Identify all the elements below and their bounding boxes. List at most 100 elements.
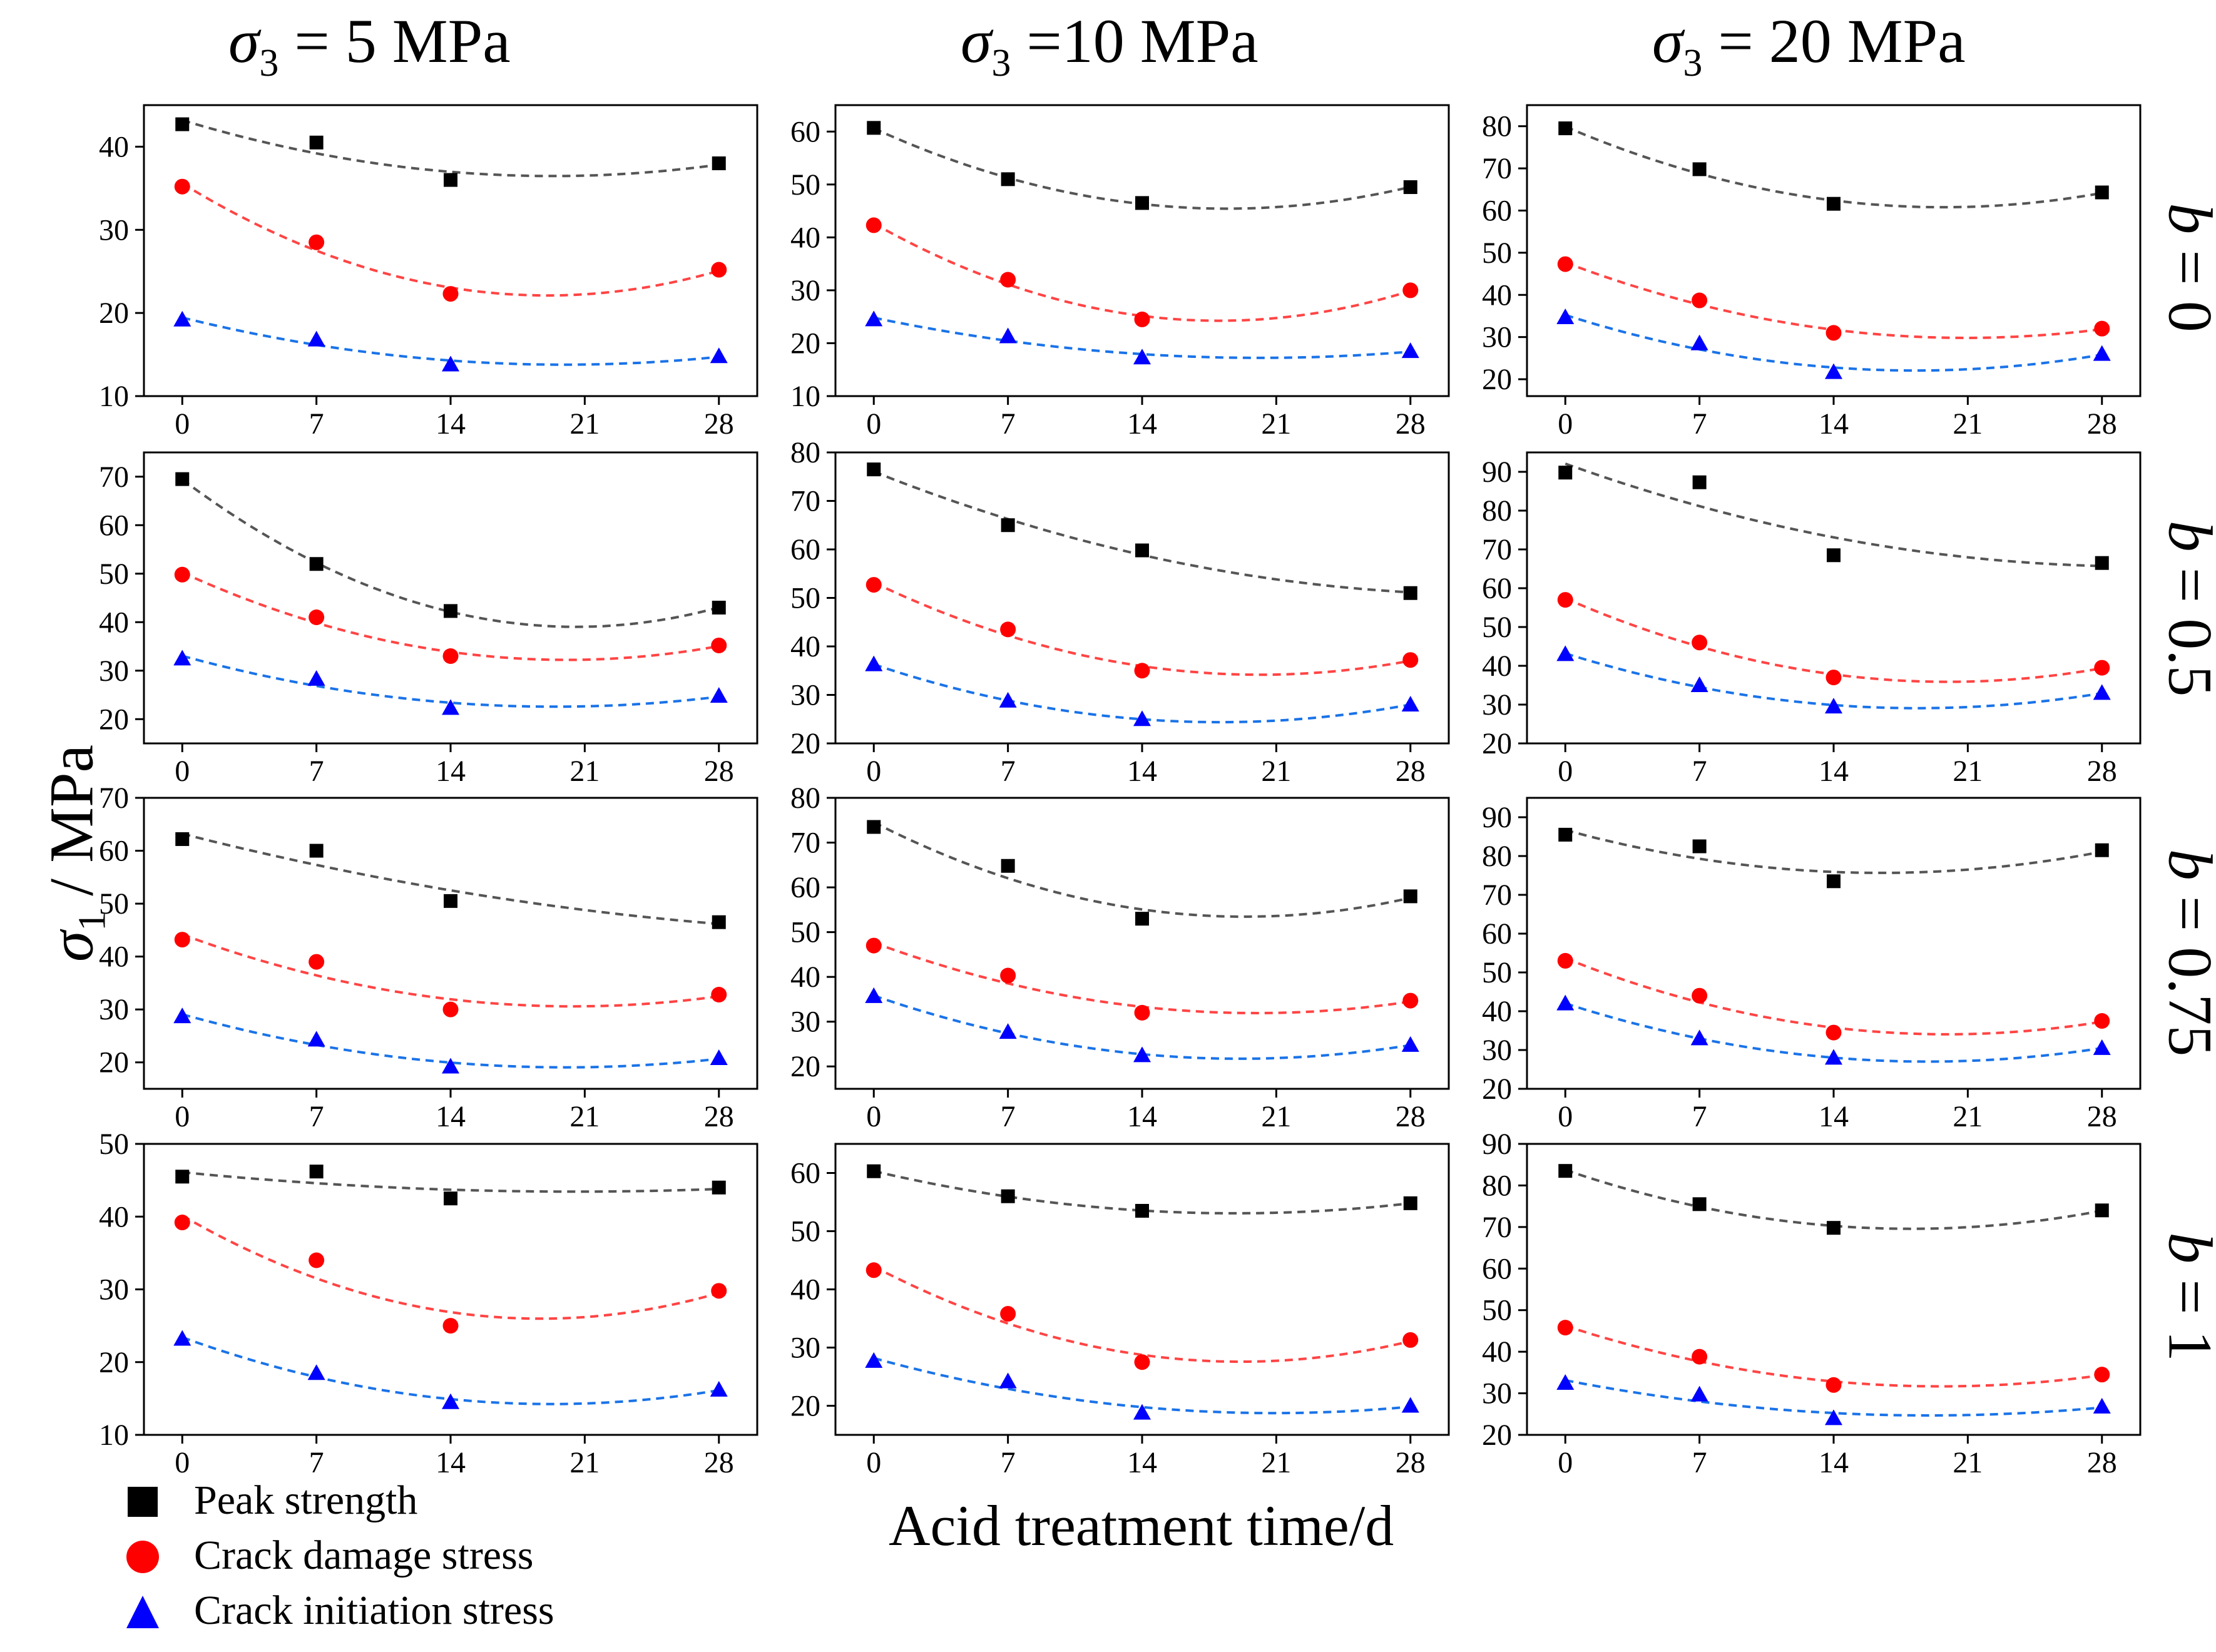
- point-peak: [1692, 475, 1707, 489]
- y-tick-label: 30: [99, 993, 129, 1026]
- point-cd: [1000, 272, 1016, 288]
- y-tick-label: 20: [1482, 1073, 1512, 1106]
- point-ci: [1825, 698, 1842, 714]
- point-cd: [1825, 670, 1842, 686]
- panel-4-3: 0 7 14 21 28 20 30 40 50 60 70 80 90: [1482, 1128, 2142, 1479]
- point-ci: [2093, 1039, 2111, 1055]
- x-tick-label: 7: [1001, 755, 1016, 788]
- point-ci: [865, 987, 883, 1003]
- point-peak: [1135, 196, 1149, 210]
- x-tick-label: 28: [1396, 1446, 1426, 1479]
- row-title-2: b = 0.5: [2155, 521, 2216, 697]
- point-peak: [1403, 586, 1417, 600]
- fit-line-ci: [1565, 314, 2103, 372]
- x-tick-label: 0: [866, 407, 881, 441]
- legend-label-peak: Peak strength: [194, 1477, 418, 1523]
- point-peak: [867, 820, 881, 834]
- x-tick-label: 0: [1558, 1100, 1573, 1133]
- x-tick-label: 14: [1819, 1100, 1849, 1133]
- y-tick-label: 60: [790, 533, 820, 566]
- column-title-3: σ3 = 20 MPa: [1652, 6, 1966, 84]
- point-cd: [2094, 320, 2110, 337]
- point-peak: [1135, 543, 1149, 558]
- point-peak: [1558, 1164, 1573, 1178]
- row-title-3: b = 0.75: [2155, 849, 2216, 1057]
- y-tick-label: 50: [1482, 956, 1512, 989]
- x-tick-label: 7: [309, 1100, 324, 1133]
- fit-line-peak: [1565, 462, 2102, 568]
- plot-frame: [834, 797, 1450, 1090]
- x-tick-label: 21: [1953, 1100, 1983, 1133]
- point-cd: [309, 609, 325, 625]
- point-cd: [1134, 663, 1150, 679]
- point-cd: [442, 286, 459, 302]
- panel-3-1: 0 7 14 21 28 20 30 40 50 60 70: [99, 782, 758, 1133]
- point-ci: [865, 1352, 883, 1368]
- point-cd: [865, 1262, 882, 1278]
- point-peak: [2095, 185, 2109, 200]
- point-peak: [444, 894, 457, 908]
- legend-label-cd: Crack damage stress: [194, 1532, 534, 1578]
- x-tick-label: 7: [1692, 1446, 1707, 1479]
- point-cd: [174, 1215, 190, 1231]
- point-ci: [442, 699, 459, 715]
- point-peak: [1692, 839, 1707, 854]
- point-peak: [175, 832, 190, 846]
- x-tick-label: 7: [1692, 1100, 1707, 1133]
- x-tick-label: 14: [1819, 1446, 1849, 1479]
- y-tick-label: 40: [790, 630, 820, 663]
- point-peak: [444, 604, 457, 618]
- point-peak: [1558, 121, 1573, 136]
- point-ci: [999, 327, 1017, 344]
- x-tick-label: 7: [1001, 407, 1016, 441]
- plot-frame: [834, 451, 1450, 745]
- point-cd: [865, 577, 882, 593]
- legend-circle-icon: [126, 1541, 159, 1573]
- y-tick-label: 70: [99, 461, 129, 494]
- point-ci: [710, 1049, 728, 1065]
- panel-1-2: 0 7 14 21 28 10 20 30 40 50 60: [790, 104, 1450, 441]
- panel-2-2: 0 7 14 21 28 20 30 40 50 60 70 80: [790, 436, 1450, 788]
- column-title-1: σ3 = 5 MPa: [228, 6, 511, 84]
- point-peak: [867, 1164, 881, 1178]
- point-peak: [1692, 162, 1707, 176]
- y-tick-label: 20: [790, 1390, 820, 1423]
- point-ci: [173, 650, 191, 666]
- point-ci: [710, 1380, 728, 1397]
- y-tick-label: 30: [790, 274, 820, 307]
- panel-3-2: 0 7 14 21 28 20 30 40 50 60 70 80: [790, 782, 1450, 1133]
- point-ci: [307, 330, 325, 347]
- y-tick-label: 30: [1482, 321, 1512, 354]
- point-peak: [1135, 1203, 1149, 1218]
- point-cd: [1000, 1306, 1016, 1322]
- x-tick-label: 21: [1261, 1100, 1291, 1133]
- point-peak: [867, 462, 881, 477]
- y-tick-label: 70: [790, 485, 820, 518]
- y-tick-label: 40: [99, 941, 129, 974]
- point-peak: [309, 1165, 324, 1179]
- point-peak: [1001, 1189, 1015, 1203]
- x-tick-label: 0: [175, 407, 190, 441]
- row-title-4: b = 1: [2155, 1203, 2216, 1391]
- point-ci: [307, 1031, 325, 1047]
- y-tick-label: 40: [99, 130, 129, 163]
- y-tick-label: 70: [1482, 533, 1512, 566]
- fit-line-cd: [873, 1265, 1411, 1364]
- point-ci: [1133, 710, 1151, 727]
- point-peak: [712, 1180, 726, 1195]
- fit-line-peak: [873, 821, 1411, 918]
- point-ci: [173, 1330, 191, 1346]
- y-tick-label: 40: [99, 606, 129, 639]
- point-peak: [2095, 1203, 2109, 1218]
- point-ci: [710, 687, 728, 703]
- point-cd: [442, 1318, 459, 1334]
- point-cd: [1402, 282, 1419, 298]
- x-tick-label: 14: [436, 755, 466, 788]
- y-tick-label: 20: [1482, 363, 1512, 396]
- point-ci: [710, 347, 728, 364]
- point-cd: [1692, 635, 1708, 651]
- plot-frame: [1526, 797, 2142, 1090]
- fit-line-cd: [873, 941, 1411, 1015]
- fit-line-peak: [182, 1171, 719, 1193]
- y-tick-label: 30: [1482, 688, 1512, 721]
